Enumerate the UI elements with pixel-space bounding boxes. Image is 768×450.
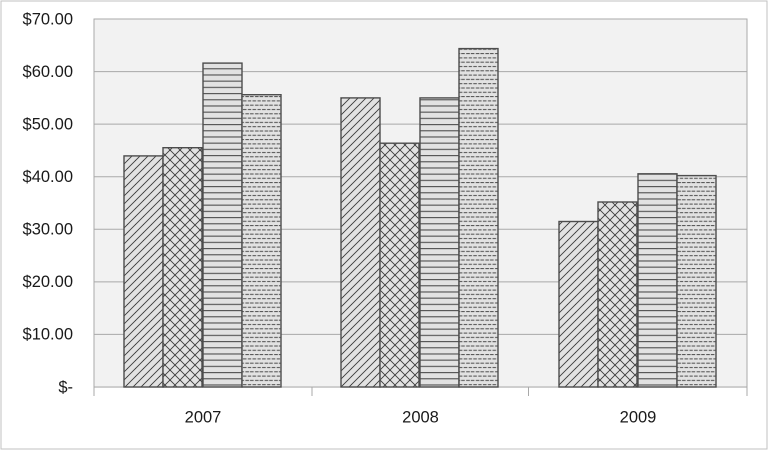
- svg-text:2007: 2007: [185, 408, 222, 426]
- svg-text:$10.00: $10.00: [23, 326, 73, 344]
- svg-text:$40.00: $40.00: [23, 168, 73, 186]
- svg-text:2009: 2009: [620, 408, 657, 426]
- svg-text:$50.00: $50.00: [23, 115, 73, 133]
- svg-text:$-: $-: [58, 378, 73, 396]
- svg-text:$60.00: $60.00: [23, 63, 73, 81]
- svg-text:2008: 2008: [402, 408, 439, 426]
- svg-text:$30.00: $30.00: [23, 221, 73, 239]
- svg-text:$20.00: $20.00: [23, 273, 73, 291]
- svg-text:$70.00: $70.00: [23, 10, 73, 28]
